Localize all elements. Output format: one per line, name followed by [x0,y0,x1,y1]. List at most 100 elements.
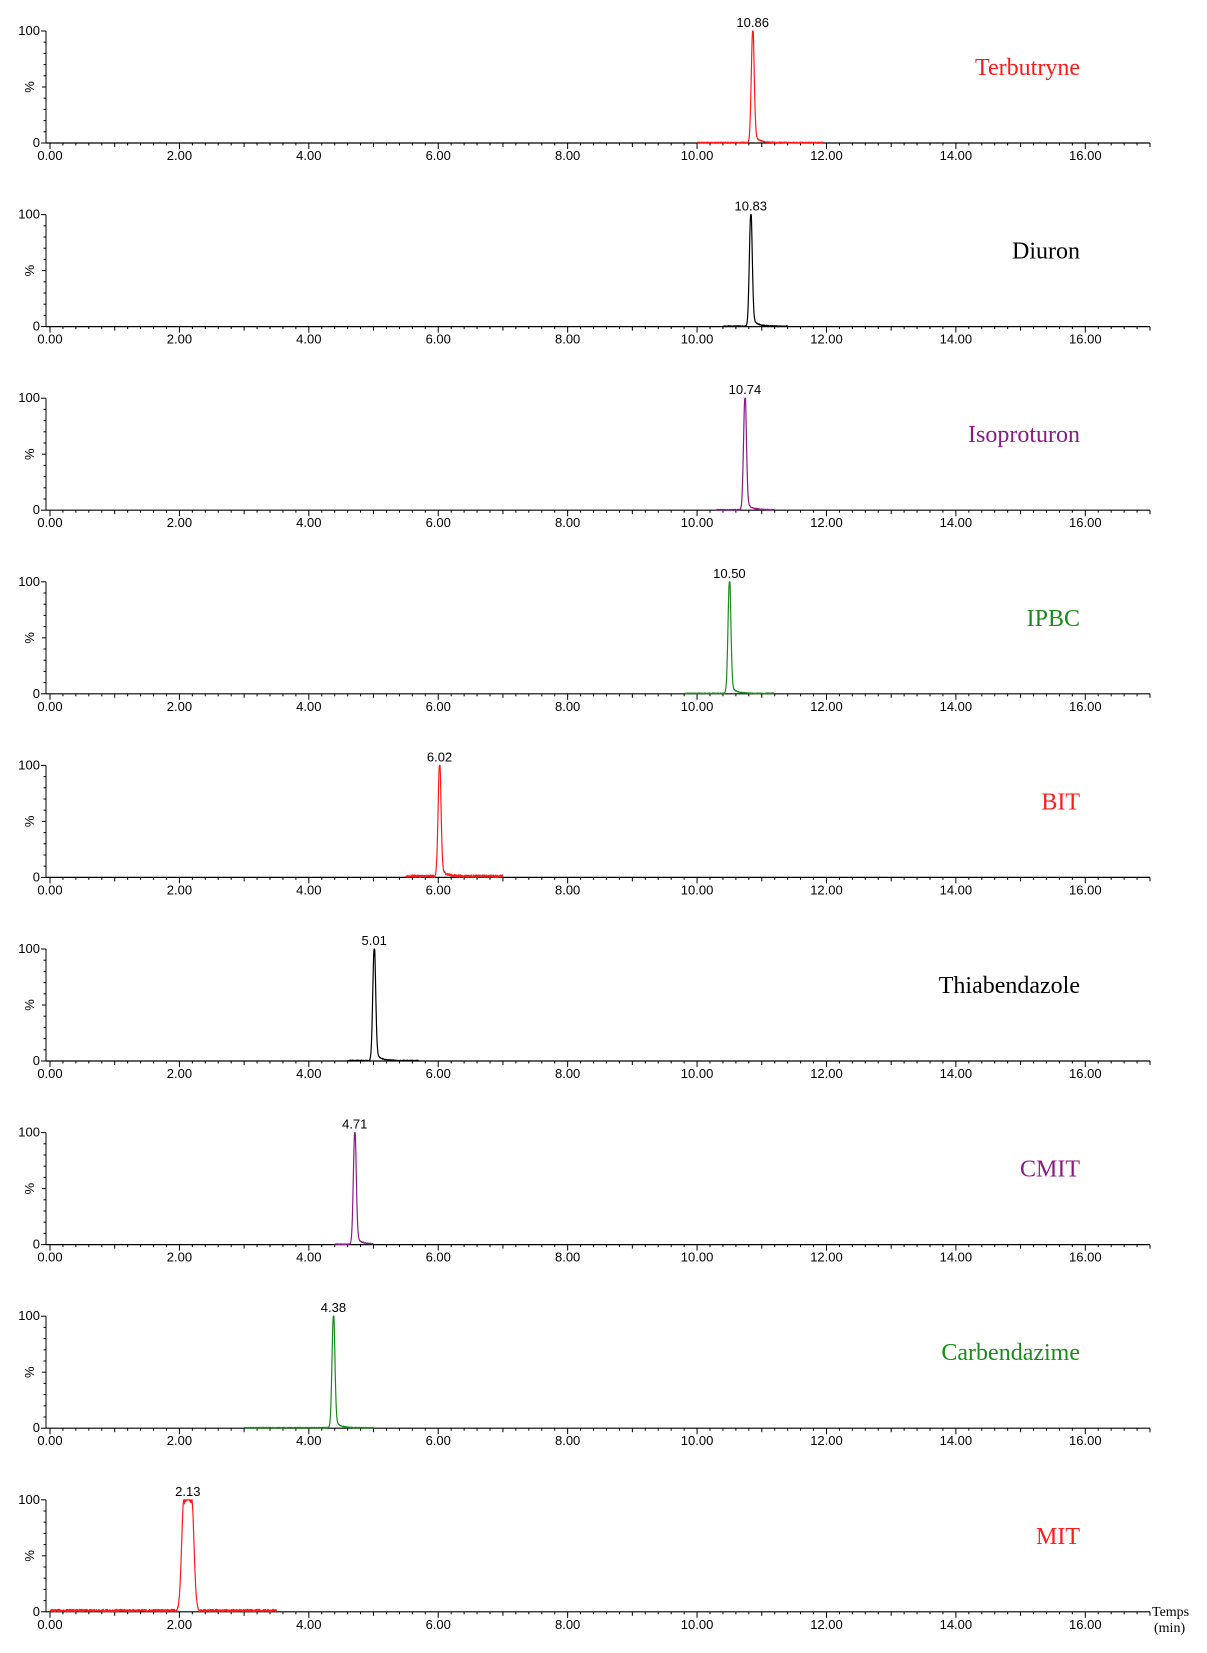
x-tick-label: 0.00 [37,1617,62,1632]
trace-thiabendazole [347,948,420,1062]
x-tick-label: 14.00 [940,699,973,714]
series-name-label: BIT [1041,789,1080,815]
x-tick-label: 14.00 [940,515,973,530]
peak-label: 10.86 [736,15,769,30]
trace-diuron [722,214,789,328]
x-tick-label: 14.00 [940,1066,973,1081]
x-tick-label: 16.00 [1069,515,1102,530]
trace-cmit [334,1131,374,1246]
series-name-label: Isoproturon [968,422,1080,448]
trace-mit [49,1499,278,1613]
x-tick-label: 2.00 [167,148,192,163]
x-tick-label: 10.00 [681,882,714,897]
y-tick-label-100: 100 [18,23,40,38]
y-axis-label: % [22,448,37,460]
x-tick-label: 4.00 [296,699,321,714]
x-tick-label: 8.00 [555,148,580,163]
x-tick-label: 0.00 [37,332,62,347]
x-tick-label: 12.00 [810,1250,843,1265]
x-tick-label: 2.00 [167,515,192,530]
peak-label: 6.02 [427,749,452,764]
peak-label: 4.38 [321,1300,346,1315]
x-tick-label: 6.00 [426,1617,451,1632]
x-tick-label: 4.00 [296,515,321,530]
y-tick-label-100: 100 [18,1125,40,1140]
x-tick-label: 10.00 [681,332,714,347]
x-tick-label: 4.00 [296,882,321,897]
panel-diuron: 100 0% 0.00 2.00 4.00 6.00 8.00 10.00 12.00 14.00… [18,199,1151,347]
x-tick-label: 10.00 [681,1433,714,1448]
trace-isoproturon [715,397,776,511]
x-tick-label: 8.00 [555,1250,580,1265]
x-tick-label: 16.00 [1069,882,1102,897]
x-tick-label: 2.00 [167,1433,192,1448]
series-name-label: Terbutryne [975,55,1080,81]
x-tick-label: 10.00 [681,515,714,530]
x-tick-label: 6.00 [426,148,451,163]
x-tick-label: 16.00 [1069,1066,1102,1081]
panel-isoproturon: 100 0% 0.00 2.00 4.00 6.00 8.00 10.00 12.00 14.00… [18,382,1151,530]
x-tick-label: 4.00 [296,1066,321,1081]
x-tick-label: 2.00 [167,882,192,897]
peak-label: 10.74 [729,382,762,397]
x-tick-label: 8.00 [555,1433,580,1448]
y-tick-label-100: 100 [18,941,40,956]
x-tick-label: 6.00 [426,515,451,530]
x-tick-label: 16.00 [1069,1433,1102,1448]
panel-carbendazime: 100 0% 0.00 2.00 4.00 6.00 8.00 10.00 12.00 14.00… [18,1300,1151,1448]
x-tick-label: 6.00 [426,332,451,347]
x-tick-label: 12.00 [810,1617,843,1632]
x-tick-label: 10.00 [681,1250,714,1265]
trace-terbutryne [696,30,824,144]
x-tick-label: 8.00 [555,332,580,347]
x-tick-label: 8.00 [555,882,580,897]
series-name-label: Carbendazime [941,1340,1080,1366]
y-tick-label-0: 0 [33,1237,40,1252]
x-tick-label: 16.00 [1069,699,1102,714]
x-tick-label: 12.00 [810,699,843,714]
y-axis-label: % [22,81,37,93]
x-tick-label: 16.00 [1069,148,1102,163]
x-tick-label: 2.00 [167,1250,192,1265]
series-name-label: Thiabendazole [939,973,1080,999]
x-axis-label: Temps [1152,1605,1189,1620]
x-tick-label: 14.00 [940,332,973,347]
panel-ipbc: 100 0% 0.00 2.00 4.00 6.00 8.00 10.00 12.00 14.00… [18,566,1151,714]
x-tick-label: 8.00 [555,699,580,714]
y-axis-label: % [22,815,37,827]
series-name-label: Diuron [1012,239,1080,265]
x-tick-label: 16.00 [1069,1617,1102,1632]
x-tick-label: 10.00 [681,1066,714,1081]
y-axis-label: % [22,264,37,276]
y-axis-label: % [22,1550,37,1562]
x-tick-label: 4.00 [296,1433,321,1448]
y-axis-label: % [22,1366,37,1378]
trace-bit [405,764,504,879]
y-tick-label-0: 0 [33,686,40,701]
x-tick-label: 8.00 [555,1617,580,1632]
x-tick-label: 2.00 [167,1617,192,1632]
x-tick-label: 10.00 [681,699,714,714]
x-tick-label: 10.00 [681,148,714,163]
x-tick-label: 6.00 [426,882,451,897]
x-tick-label: 14.00 [940,1250,973,1265]
x-tick-label: 12.00 [810,515,843,530]
x-tick-label: 2.00 [167,332,192,347]
x-tick-label: 6.00 [426,1250,451,1265]
y-axis-label: % [22,1182,37,1194]
x-tick-label: 12.00 [810,332,843,347]
x-axis-unit: (min) [1154,1621,1185,1636]
y-tick-label-0: 0 [33,869,40,884]
y-axis-label: % [22,999,37,1011]
peak-label: 10.50 [713,566,746,581]
y-tick-label-100: 100 [18,1492,40,1507]
y-tick-label-0: 0 [33,135,40,150]
x-tick-label: 14.00 [940,148,973,163]
trace-ipbc [683,581,776,695]
series-name-label: MIT [1036,1524,1080,1550]
x-tick-label: 0.00 [37,1250,62,1265]
x-tick-label: 0.00 [37,1433,62,1448]
panel-thiabendazole: 100 0% 0.00 2.00 4.00 6.00 8.00 10.00 12.00 14.00… [18,933,1151,1081]
peak-label: 10.83 [734,199,767,214]
